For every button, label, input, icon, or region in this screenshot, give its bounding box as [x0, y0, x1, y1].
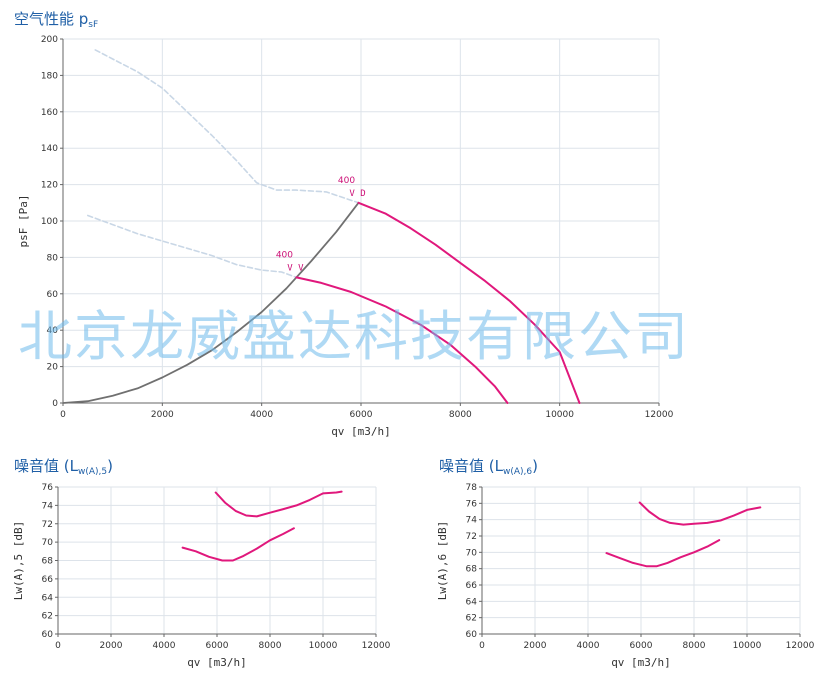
noise-6-title-text: 噪音值 (L [439, 457, 503, 475]
y-tick-label: 68 [42, 557, 54, 567]
x-axis-label: qv [m3/h] [611, 656, 671, 669]
curve-series-line-1 [638, 501, 762, 526]
operating-point-number-2: 400 [276, 250, 293, 260]
y-tick-label: 100 [41, 217, 58, 227]
y-tick-label: 20 [47, 363, 59, 373]
dashed-series-line-5 [87, 214, 298, 279]
y-tick-label: 60 [466, 630, 478, 640]
y-axis-label: psF [Pa] [17, 195, 30, 248]
air-performance-title: 空气性能 psF [14, 8, 98, 30]
x-tick-label: 0 [55, 641, 61, 651]
y-tick-label: 76 [466, 499, 478, 509]
noise-5-title-text: 噪音值 (L [14, 457, 78, 475]
noise-6-title-close: ) [532, 457, 538, 475]
y-tick-label: 60 [42, 630, 54, 640]
chart-2: 0 2000 4000 6000 8000 10000 12000 60 62 64 66 68 70 7… [12, 483, 391, 669]
curve-series-line-1 [214, 490, 343, 518]
x-axis-label: qv [m3/h] [187, 656, 247, 669]
y-tick-label: 72 [466, 532, 477, 542]
y-tick-label: 120 [41, 181, 58, 191]
noise-5-title-close: ) [107, 457, 113, 475]
y-axis-label: Lw(A),5 [dB] [12, 521, 25, 600]
x-tick-label: 10000 [733, 641, 762, 651]
x-tick-label: 4000 [153, 641, 176, 651]
x-tick-label: 12000 [786, 641, 815, 651]
y-tick-label: 60 [47, 290, 59, 300]
y-tick-label: 140 [41, 144, 58, 154]
curve-series-line-2 [605, 539, 721, 568]
x-tick-label: 8000 [259, 641, 282, 651]
y-tick-label: 72 [42, 520, 53, 530]
noise-6-title-sub: w(A),6 [502, 467, 533, 477]
x-tick-label: 8000 [683, 641, 706, 651]
y-tick-label: 70 [466, 548, 478, 558]
air-performance-title-sub: sF [88, 20, 99, 30]
y-tick-label: 80 [47, 253, 59, 263]
y-tick-label: 200 [41, 35, 58, 45]
operating-point-marks-2: V V [287, 263, 304, 273]
x-tick-label: 10000 [309, 641, 338, 651]
y-tick-label: 66 [42, 575, 54, 585]
x-tick-label: 2000 [100, 641, 123, 651]
y-tick-label: 160 [41, 108, 58, 118]
y-tick-label: 64 [466, 597, 478, 607]
y-tick-label: 64 [42, 593, 54, 603]
x-axis-label: qv [m3/h] [331, 425, 391, 438]
x-tick-label: 2000 [151, 410, 174, 420]
x-tick-label: 12000 [362, 641, 391, 651]
y-tick-label: 62 [466, 614, 477, 624]
chart-3: 0 2000 4000 6000 8000 10000 12000 60 62 64 66 68 70 7… [436, 483, 815, 669]
y-tick-label: 0 [52, 399, 58, 409]
curve-series-line-1 [357, 201, 581, 404]
y-tick-label: 40 [47, 326, 59, 336]
x-tick-label: 2000 [524, 641, 547, 651]
noise-6-title: 噪音值 (Lw(A),6) [439, 455, 538, 477]
x-tick-label: 6000 [350, 410, 373, 420]
y-tick-label: 78 [466, 483, 478, 493]
chart-1: 0 2000 4000 6000 8000 10000 12000 0 20 40 60 80 100 1… [17, 35, 674, 438]
dashed-series-line-4 [94, 49, 360, 204]
x-tick-label: 0 [479, 641, 485, 651]
noise-5-title: 噪音值 (Lw(A),5) [14, 455, 113, 477]
x-tick-label: 6000 [206, 641, 229, 651]
y-tick-label: 68 [466, 565, 478, 575]
y-axis-label: Lw(A),6 [dB] [436, 521, 449, 600]
system-series-line-3 [62, 201, 360, 404]
x-tick-label: 8000 [449, 410, 472, 420]
operating-point-marks-1: V D [349, 189, 365, 199]
x-tick-label: 10000 [545, 410, 574, 420]
y-tick-label: 180 [41, 71, 58, 81]
x-tick-label: 0 [60, 410, 66, 420]
y-tick-label: 74 [42, 501, 54, 511]
y-tick-label: 70 [42, 538, 54, 548]
y-tick-label: 62 [42, 612, 53, 622]
curve-series-line-2 [181, 527, 295, 562]
air-performance-title-text: 空气性能 p [14, 10, 89, 28]
y-tick-label: 76 [42, 483, 54, 493]
y-tick-label: 66 [466, 581, 478, 591]
x-tick-label: 12000 [645, 410, 674, 420]
noise-5-title-sub: w(A),5 [77, 467, 108, 477]
curve-series-line-2 [295, 276, 509, 404]
operating-point-number-1: 400 [338, 176, 355, 186]
x-tick-label: 4000 [250, 410, 273, 420]
y-tick-label: 74 [466, 516, 478, 526]
x-tick-label: 4000 [577, 641, 600, 651]
x-tick-label: 6000 [630, 641, 653, 651]
